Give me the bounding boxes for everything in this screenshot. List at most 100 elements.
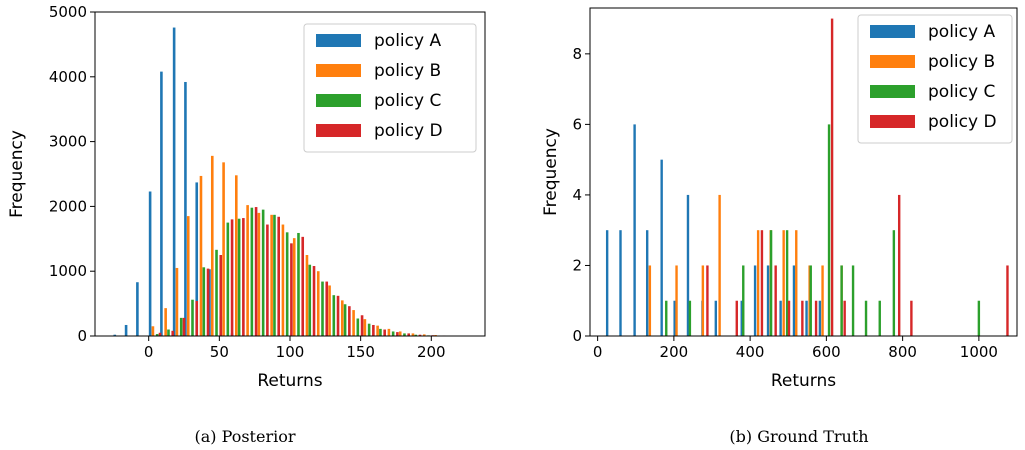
x-axis-label: Returns <box>257 371 322 391</box>
bar <box>785 230 789 336</box>
bar <box>254 207 258 336</box>
bar <box>795 230 798 336</box>
x-tick-label: 50 <box>210 343 229 361</box>
bar <box>809 265 812 336</box>
bar <box>195 182 199 336</box>
x-tick-label: 100 <box>276 343 305 361</box>
bar <box>210 155 214 336</box>
bar <box>215 249 218 336</box>
series-policy-d <box>158 207 470 336</box>
bar <box>372 324 375 336</box>
legend-box <box>303 23 477 153</box>
legend-label: policy B <box>928 52 995 72</box>
bar <box>977 300 981 336</box>
bar <box>136 282 139 336</box>
bar <box>718 194 721 336</box>
legend: policy A policy B policy C policy D <box>857 14 1013 144</box>
bar <box>701 265 705 336</box>
bar <box>270 214 273 336</box>
legend-swatch <box>870 115 915 128</box>
bar <box>665 300 668 336</box>
bar <box>742 265 745 336</box>
bar <box>383 329 386 336</box>
y-tick-label: 2000 <box>49 197 87 215</box>
y-tick-label: 3000 <box>49 133 87 151</box>
legend-swatch <box>316 124 361 137</box>
bar <box>237 218 241 336</box>
bar <box>814 300 818 336</box>
bar <box>202 267 206 336</box>
bar <box>273 214 276 336</box>
bar <box>158 332 162 336</box>
x-tick-label: 200 <box>660 343 689 361</box>
bar <box>843 300 846 336</box>
bar <box>348 306 351 336</box>
x-tick-label: 600 <box>812 343 841 361</box>
bar <box>411 333 415 336</box>
bar <box>821 265 824 336</box>
bar <box>398 331 402 336</box>
bar <box>418 334 422 336</box>
bar <box>208 269 211 336</box>
bar <box>660 159 663 336</box>
bar <box>774 265 777 336</box>
bar <box>360 315 364 336</box>
bar <box>735 300 738 336</box>
series-policy-b <box>151 155 450 336</box>
plot-frame <box>589 7 1018 337</box>
y-tick-label: 4 <box>572 186 582 204</box>
x-tick-label: 0 <box>593 343 603 361</box>
bar <box>261 209 265 336</box>
bar <box>686 194 690 336</box>
bar <box>171 330 175 336</box>
bar <box>160 71 163 337</box>
x-tick-label: 0 <box>144 343 154 361</box>
bar <box>787 300 791 336</box>
bar <box>840 265 843 336</box>
bar <box>151 326 155 336</box>
series-policy-b <box>648 194 843 336</box>
legend-swatch <box>870 55 915 68</box>
bar <box>407 333 410 336</box>
bar <box>387 328 391 336</box>
bar <box>328 285 331 336</box>
bar <box>246 205 249 336</box>
bar <box>257 212 261 336</box>
legend-label: policy D <box>928 112 997 132</box>
y-tick-label: 8 <box>572 45 582 63</box>
bar <box>242 218 245 336</box>
caption-ground-truth: (b) Ground Truth <box>729 427 868 446</box>
bar <box>766 265 770 336</box>
bar <box>175 267 179 336</box>
bar <box>285 232 289 336</box>
legend-label: policy C <box>374 91 441 111</box>
bar <box>297 232 300 336</box>
bar <box>219 255 223 336</box>
y-axis-label: Frequency <box>541 128 561 216</box>
bar <box>250 207 254 336</box>
bar <box>779 300 782 336</box>
bar <box>801 300 804 336</box>
bar <box>356 318 360 336</box>
bar <box>235 175 238 336</box>
x-axis-label: Returns <box>771 371 836 391</box>
bar <box>266 224 269 336</box>
legend-label: policy A <box>928 22 995 42</box>
bar <box>391 331 395 336</box>
legend-swatch <box>870 25 915 38</box>
bar <box>792 265 796 336</box>
y-tick-label: 0 <box>572 327 582 345</box>
bar <box>379 328 382 336</box>
bar <box>222 162 225 336</box>
bar <box>605 230 609 336</box>
legend-label: policy B <box>374 61 441 81</box>
bar <box>422 334 426 336</box>
x-tick-label: 1000 <box>960 343 998 361</box>
bar <box>892 230 896 336</box>
x-tick-label: 400 <box>736 343 765 361</box>
bar <box>182 317 186 336</box>
bar <box>760 230 764 336</box>
bar <box>352 310 355 336</box>
bar <box>336 295 340 336</box>
